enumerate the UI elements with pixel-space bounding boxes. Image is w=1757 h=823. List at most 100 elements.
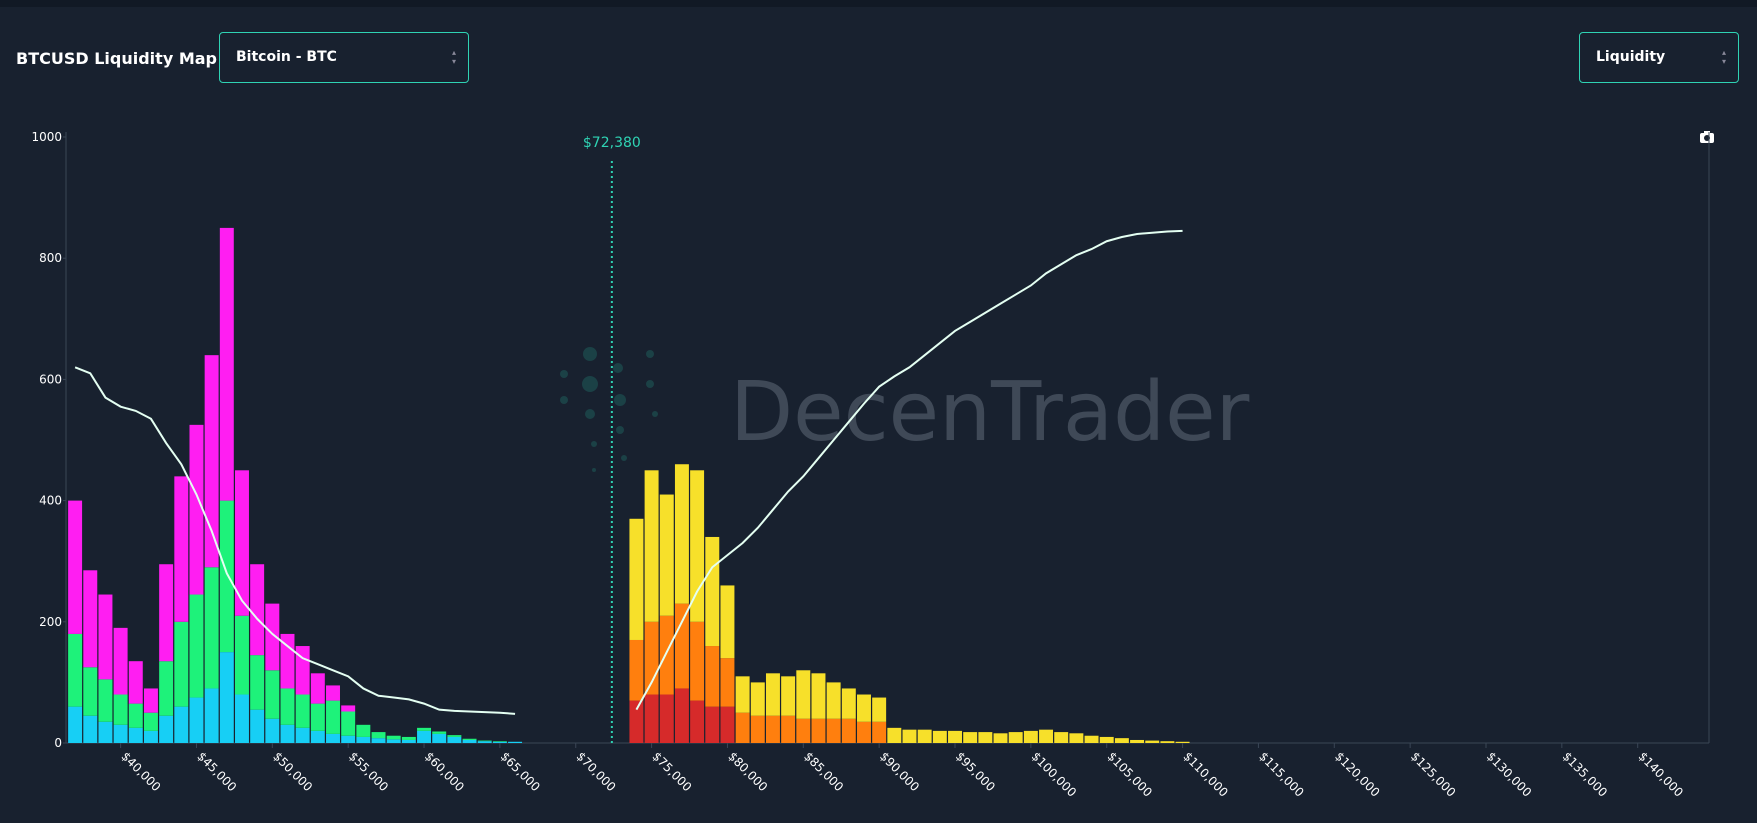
- bar: [690, 470, 705, 622]
- bar: [310, 673, 325, 704]
- bar: [462, 738, 477, 740]
- bar: [872, 721, 887, 743]
- bar: [826, 718, 841, 743]
- bar: [1114, 738, 1129, 743]
- bar: [326, 700, 340, 734]
- bar: [128, 727, 143, 743]
- bar: [765, 715, 780, 743]
- bar: [796, 718, 811, 743]
- watermark-dot: [560, 370, 568, 378]
- bar: [235, 470, 249, 616]
- bar: [993, 733, 1008, 743]
- x-tick-label: $130,000: [1484, 749, 1534, 799]
- bar: [189, 594, 204, 698]
- bar: [432, 733, 447, 743]
- x-tick-label: $45,000: [194, 749, 239, 794]
- bar: [219, 227, 234, 501]
- y-tick-label: 200: [39, 615, 62, 629]
- bar: [1039, 729, 1054, 743]
- x-tick-label: $95,000: [953, 749, 998, 794]
- bar: [295, 694, 310, 728]
- x-tick-label: $80,000: [725, 749, 770, 794]
- bar: [1008, 732, 1023, 743]
- x-tick-label: $50,000: [270, 749, 315, 794]
- bar: [750, 682, 765, 716]
- bar: [917, 729, 932, 743]
- bar: [341, 705, 356, 712]
- bar: [219, 500, 234, 653]
- bar: [477, 741, 492, 743]
- bar: [765, 673, 780, 716]
- camera-icon[interactable]: [1700, 131, 1714, 143]
- bar: [371, 732, 386, 739]
- bar: [659, 694, 674, 743]
- bar: [447, 736, 462, 743]
- bar: [371, 738, 386, 743]
- x-tick-label: $40,000: [118, 749, 163, 794]
- x-tick-label: $120,000: [1332, 749, 1382, 799]
- watermark-dot: [592, 468, 596, 472]
- bar: [417, 727, 432, 731]
- x-tick-label: $60,000: [422, 749, 467, 794]
- bar: [1069, 733, 1084, 743]
- bar: [659, 494, 674, 616]
- x-tick-label: $100,000: [1029, 749, 1079, 799]
- x-tick-label: $110,000: [1180, 749, 1230, 799]
- bar: [265, 670, 280, 719]
- bar: [644, 694, 659, 743]
- watermark-dot: [583, 347, 597, 361]
- bar: [674, 464, 689, 604]
- x-tick-label: $125,000: [1408, 749, 1458, 799]
- bar: [902, 729, 917, 743]
- bar: [341, 711, 356, 736]
- asset-select[interactable]: Bitcoin - BTC: [219, 32, 469, 83]
- bar: [174, 476, 189, 622]
- y-tick-label: 800: [39, 251, 62, 265]
- bar: [629, 639, 644, 701]
- bar: [204, 688, 219, 743]
- bar: [690, 621, 705, 701]
- bar: [235, 694, 249, 743]
- bar: [963, 732, 978, 743]
- x-tick-label: $90,000: [877, 749, 922, 794]
- bar: [189, 424, 204, 595]
- bar: [477, 740, 492, 742]
- bar: [280, 688, 295, 725]
- bar: [280, 724, 295, 743]
- bar: [98, 594, 113, 680]
- x-tick-label: $85,000: [801, 749, 846, 794]
- bar: [159, 564, 174, 662]
- x-tick-label: $65,000: [498, 749, 543, 794]
- bar: [386, 735, 401, 740]
- bar: [674, 603, 689, 689]
- page-title: BTCUSD Liquidity Map: [16, 49, 217, 68]
- bar: [690, 700, 705, 743]
- bar: [326, 685, 340, 701]
- x-tick-label: $75,000: [649, 749, 694, 794]
- bar: [932, 730, 947, 743]
- x-tick-label: $105,000: [1105, 749, 1155, 799]
- top-bar: [0, 0, 1757, 7]
- x-tick-label: $70,000: [574, 749, 619, 794]
- bar: [1130, 739, 1145, 743]
- bar: [250, 564, 265, 656]
- bar: [705, 646, 720, 707]
- bar: [189, 697, 204, 743]
- bar: [401, 736, 416, 740]
- watermark-dot: [613, 363, 623, 373]
- bar: [68, 633, 83, 707]
- bar: [401, 739, 416, 743]
- bar: [674, 688, 689, 743]
- bar: [857, 694, 871, 722]
- bar: [447, 735, 462, 737]
- bar: [629, 518, 644, 640]
- bar: [462, 739, 477, 743]
- watermark-dot: [646, 350, 654, 358]
- bar: [948, 730, 962, 743]
- watermark-dot: [591, 441, 597, 447]
- cumulative-line: [635, 229, 1183, 711]
- bar: [143, 712, 158, 731]
- bar: [811, 673, 826, 719]
- mode-select[interactable]: Liquidity: [1579, 32, 1739, 83]
